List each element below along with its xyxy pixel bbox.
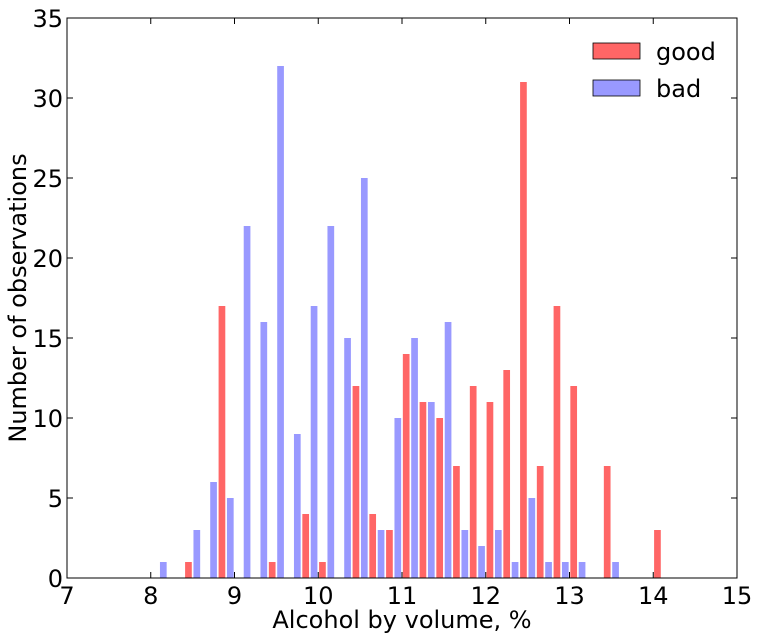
bar-bad — [210, 482, 217, 578]
y-tick-label: 15 — [32, 325, 63, 353]
x-tick-label: 11 — [387, 582, 418, 610]
y-tick-label: 35 — [32, 5, 63, 33]
x-tick-label: 8 — [143, 582, 158, 610]
bar-good — [302, 514, 310, 578]
bar-bad — [427, 402, 435, 578]
y-tick-label: 25 — [32, 165, 63, 193]
bar-good — [386, 530, 393, 578]
bar-good — [654, 530, 661, 578]
bar-bad — [360, 178, 368, 578]
bar-good — [185, 562, 192, 578]
legend-label-good: good — [656, 38, 716, 66]
series-bad-bars — [159, 66, 619, 578]
bar-good — [486, 402, 494, 578]
bar-bad — [411, 338, 418, 578]
x-tick-label: 10 — [303, 582, 334, 610]
bar-good — [520, 82, 527, 578]
bar-good — [402, 354, 410, 578]
bar-bad — [478, 546, 485, 578]
plot-frame — [66, 17, 738, 579]
x-tick-label: 9 — [227, 582, 242, 610]
bar-bad — [561, 562, 569, 578]
bar-bad — [578, 562, 586, 578]
y-tick-label: 20 — [32, 245, 63, 273]
x-tick-label: 7 — [59, 582, 74, 610]
bar-good — [419, 402, 427, 578]
bar-good — [469, 386, 477, 578]
plot-background — [67, 18, 737, 578]
bar-bad — [193, 530, 201, 578]
bar-good — [536, 466, 544, 578]
bar-good — [218, 306, 226, 578]
bar-bad — [327, 226, 335, 578]
bar-bad — [277, 66, 284, 578]
bar-bad — [461, 530, 469, 578]
series-good-bars — [185, 82, 661, 578]
y-axis-label: Number of observations — [4, 153, 32, 442]
y-tick-label: 5 — [48, 485, 63, 513]
bar-bad — [394, 418, 402, 578]
y-tick-label: 0 — [48, 565, 63, 593]
bar-good — [369, 514, 377, 578]
legend-swatch-good — [592, 42, 641, 60]
bar-bad — [293, 434, 301, 578]
bar-good — [268, 562, 276, 578]
bar-good — [352, 386, 360, 578]
bar-bad — [377, 530, 385, 578]
legend-label-bad: bad — [656, 75, 701, 103]
y-tick-labels: 0 5 10 15 20 25 30 35 — [32, 5, 63, 593]
bar-bad — [243, 226, 251, 578]
bar-good — [503, 370, 511, 578]
x-tick-label: 13 — [554, 582, 585, 610]
bar-good — [453, 466, 460, 578]
x-tick-label: 12 — [470, 582, 501, 610]
y-tick-label: 30 — [32, 85, 63, 113]
bar-bad — [344, 338, 351, 578]
bar-bad — [612, 562, 619, 578]
x-tick-labels: 7 8 9 10 11 12 13 14 15 — [59, 582, 752, 610]
bar-good — [603, 466, 611, 578]
y-tick-label: 10 — [32, 405, 63, 433]
bar-good — [319, 562, 326, 578]
bar-bad — [494, 530, 502, 578]
x-tick-label: 14 — [638, 582, 669, 610]
bar-bad — [528, 498, 536, 578]
bar-bad — [444, 322, 452, 578]
legend: good bad — [592, 38, 716, 103]
bar-bad — [310, 306, 318, 578]
bar-bad — [226, 498, 234, 578]
x-tick-label: 15 — [722, 582, 753, 610]
legend-swatch-bad — [592, 79, 641, 97]
x-axis-label: Alcohol by volume, % — [272, 606, 531, 634]
bar-bad — [545, 562, 552, 578]
bar-good — [570, 386, 578, 578]
bar-bad — [159, 562, 167, 578]
bar-bad — [260, 322, 268, 578]
bar-bad — [511, 562, 519, 578]
bar-good — [436, 418, 444, 578]
bar-good — [553, 306, 561, 578]
